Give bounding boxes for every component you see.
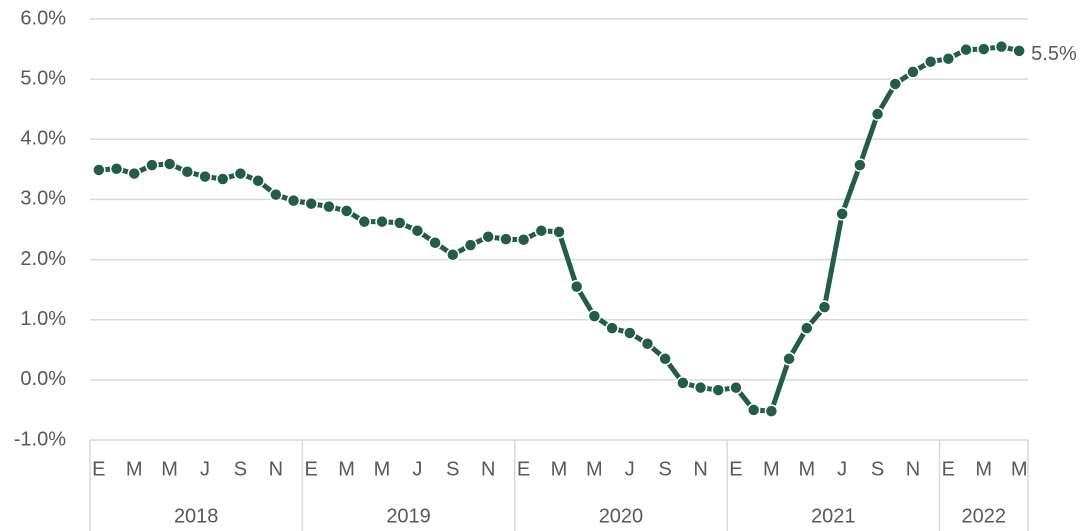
x-tick-label: E (517, 458, 530, 480)
y-tick-label: 2.0% (20, 248, 66, 270)
data-point (322, 199, 336, 214)
x-tick-label: M (551, 458, 568, 480)
data-point (481, 229, 495, 244)
x-tick-label: M (586, 458, 603, 480)
data-point (286, 193, 301, 208)
data-point (552, 225, 566, 239)
x-tick-label: J (412, 458, 422, 480)
data-point (534, 223, 549, 238)
x-tick-label: N (693, 458, 707, 480)
x-tick-label: S (659, 458, 672, 480)
x-tick-label: S (234, 458, 247, 480)
data-point (145, 158, 159, 172)
data-point (994, 39, 1009, 54)
data-point (215, 172, 230, 186)
data-point (959, 42, 973, 57)
x-tick-label: M (798, 458, 815, 480)
data-point (906, 65, 920, 79)
x-tick-label: J (200, 458, 210, 480)
x-tick-label: N (906, 458, 920, 480)
data-point (269, 187, 283, 202)
data-label: 5.5% (1031, 43, 1077, 65)
data-point (569, 279, 584, 294)
data-point (92, 163, 106, 177)
data-point (198, 169, 212, 184)
year-label: 2019 (386, 505, 431, 527)
x-tick-label: J (837, 458, 847, 480)
data-point (729, 380, 743, 395)
data-point (516, 232, 531, 247)
x-tick-label: M (338, 458, 355, 480)
data-point (446, 248, 460, 262)
x-tick-label: M (126, 458, 143, 480)
x-tick-label: M (1011, 458, 1028, 480)
data-point (746, 403, 761, 417)
data-point (623, 326, 637, 340)
y-tick-label: 3.0% (20, 188, 66, 210)
data-point (410, 223, 425, 238)
y-tick-label: 5.0% (20, 67, 66, 89)
x-tick-label: M (161, 458, 178, 480)
data-point (977, 42, 991, 56)
data-point (711, 383, 726, 397)
data-point (853, 158, 867, 172)
x-tick-label: M (975, 458, 992, 480)
x-tick-label: M (763, 458, 780, 480)
data-point (162, 157, 177, 171)
data-point (499, 232, 513, 246)
data-point (605, 321, 619, 335)
data-point (676, 376, 690, 390)
data-point (357, 214, 372, 229)
x-tick-label: E (942, 458, 955, 480)
data-point (392, 216, 407, 230)
x-tick-label: N (269, 458, 283, 480)
data-point (800, 321, 814, 335)
y-tick-label: 6.0% (20, 7, 66, 29)
x-tick-label: E (729, 458, 742, 480)
y-tick-label: 0.0% (20, 368, 66, 390)
data-point (109, 162, 124, 176)
x-tick-label: S (446, 458, 459, 480)
data-point (888, 77, 903, 91)
data-point (835, 207, 849, 221)
data-point (587, 309, 602, 323)
data-point (304, 196, 318, 211)
data-point (817, 300, 832, 314)
x-tick-label: J (625, 458, 635, 480)
data-point (693, 380, 708, 395)
data-point (1012, 44, 1026, 58)
data-point (658, 352, 672, 366)
y-tick-label: 4.0% (20, 128, 66, 150)
data-point (180, 165, 195, 179)
year-label: 2020 (599, 505, 644, 527)
x-tick-label: N (481, 458, 495, 480)
year-label: 2021 (811, 505, 856, 527)
x-tick-label: E (305, 458, 318, 480)
y-tick-label: 1.0% (20, 308, 66, 330)
data-point (923, 54, 938, 69)
data-point (782, 352, 796, 366)
data-point (640, 337, 655, 351)
data-point (428, 235, 442, 250)
x-tick-label: S (871, 458, 884, 480)
x-tick-label: E (92, 458, 105, 480)
x-tick-label: M (374, 458, 391, 480)
data-point (339, 204, 354, 218)
data-point (941, 51, 956, 66)
year-label: 2022 (962, 505, 1007, 527)
data-point (463, 238, 478, 252)
data-point (375, 214, 389, 229)
data-point (764, 404, 779, 418)
year-label: 2018 (174, 505, 219, 527)
data-point (233, 166, 248, 181)
data-point (127, 166, 141, 181)
data-point (251, 174, 265, 188)
data-point (870, 107, 885, 121)
y-tick-label: -1.0% (14, 428, 66, 450)
